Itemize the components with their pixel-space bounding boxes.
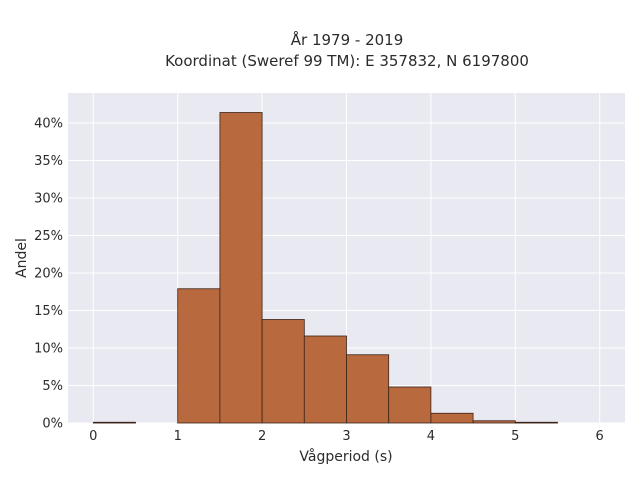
y-tick-label: 15% bbox=[34, 304, 63, 319]
x-tick-label: 4 bbox=[427, 429, 435, 444]
histogram-bar bbox=[219, 112, 263, 424]
histogram-bar bbox=[514, 421, 558, 424]
histogram-bar bbox=[261, 319, 305, 424]
histogram-bar bbox=[472, 420, 516, 424]
y-tick-label: 35% bbox=[34, 154, 63, 169]
y-tick-label: 40% bbox=[34, 117, 63, 132]
histogram-bar bbox=[92, 421, 136, 424]
y-tick-label: 20% bbox=[34, 267, 63, 282]
x-tick-label: 2 bbox=[258, 429, 266, 444]
x-axis-label: Vågperiod (s) bbox=[299, 448, 392, 465]
x-tick-label: 1 bbox=[174, 429, 182, 444]
y-tick-label: 0% bbox=[42, 417, 63, 432]
chart-title-line2: Koordinat (Sweref 99 TM): E 357832, N 61… bbox=[165, 52, 529, 70]
histogram-bar bbox=[430, 412, 474, 424]
y-tick-label: 30% bbox=[34, 192, 63, 207]
y-tick-label: 10% bbox=[34, 342, 63, 357]
y-tick-label: 5% bbox=[42, 379, 63, 394]
histogram-bar bbox=[388, 386, 432, 424]
histogram-bars bbox=[92, 112, 558, 424]
x-tick-label: 0 bbox=[89, 429, 97, 444]
x-axis-ticks: 0 1 2 3 4 5 6 bbox=[89, 429, 604, 444]
y-tick-label: 25% bbox=[34, 229, 63, 244]
x-tick-label: 6 bbox=[596, 429, 604, 444]
y-axis-ticks: 0% 5% 10% 15% 20% 25% 30% 35% 40% bbox=[34, 117, 63, 432]
histogram-bar bbox=[177, 288, 221, 424]
histogram-bar bbox=[346, 354, 390, 424]
x-tick-label: 3 bbox=[342, 429, 350, 444]
chart-title-line1: År 1979 - 2019 bbox=[291, 30, 404, 49]
y-axis-label: Andel bbox=[14, 238, 30, 278]
histogram-bar bbox=[303, 335, 347, 424]
x-tick-label: 5 bbox=[511, 429, 519, 444]
